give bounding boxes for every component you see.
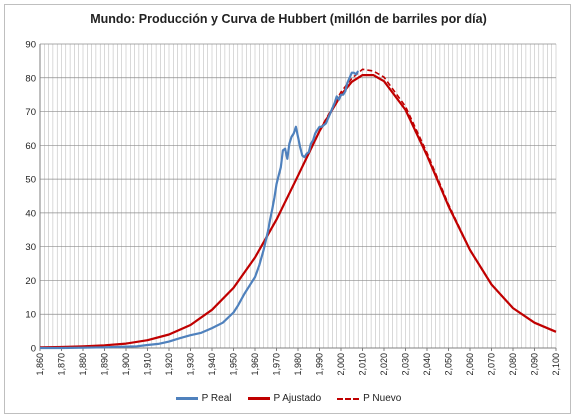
legend-swatch bbox=[337, 397, 360, 400]
x-tick-label: 2,030 bbox=[401, 353, 411, 376]
legend-label: P Real bbox=[201, 393, 232, 404]
x-tick-label: 2,070 bbox=[487, 353, 497, 376]
x-tick-label: 1,980 bbox=[293, 353, 303, 376]
x-tick-label: 2,010 bbox=[358, 353, 368, 376]
legend-swatch bbox=[175, 397, 198, 400]
y-tick-label: 20 bbox=[25, 276, 36, 287]
x-tick-label: 2,040 bbox=[422, 353, 432, 376]
x-tick-label: 1,900 bbox=[121, 353, 131, 376]
y-tick-label: 10 bbox=[25, 310, 36, 321]
y-tick-label: 50 bbox=[25, 175, 36, 186]
chart-title: Mundo: Producción y Curva de Hubbert (mi… bbox=[90, 12, 487, 26]
x-tick-label: 1,970 bbox=[272, 353, 282, 376]
x-tick-label: 1,960 bbox=[250, 353, 260, 376]
legend-item: P Real bbox=[175, 393, 232, 404]
x-tick-label: 1,870 bbox=[57, 353, 67, 376]
x-tick-label: 1,920 bbox=[164, 353, 174, 376]
x-tick-label: 1,880 bbox=[78, 353, 88, 376]
legend-item: P Nuevo bbox=[337, 393, 401, 404]
chart-frame: Mundo: Producción y Curva de Hubbert (mi… bbox=[4, 4, 571, 414]
x-tick-label: 1,910 bbox=[143, 353, 153, 376]
y-tick-label: 60 bbox=[25, 141, 36, 152]
x-tick-label: 2,090 bbox=[530, 353, 540, 376]
legend-label: P Nuevo bbox=[363, 393, 402, 404]
x-tick-label: 1,990 bbox=[315, 353, 325, 376]
x-tick-label: 1,890 bbox=[100, 353, 110, 376]
y-tick-label: 0 bbox=[31, 344, 36, 355]
legend-swatch bbox=[247, 397, 270, 400]
x-tick-label: 1,940 bbox=[207, 353, 217, 376]
x-tick-label: 1,950 bbox=[229, 353, 239, 376]
x-tick-label: 2,050 bbox=[444, 353, 454, 376]
y-tick-label: 80 bbox=[25, 73, 36, 84]
series-line-p-real bbox=[40, 70, 360, 350]
y-tick-label: 90 bbox=[25, 40, 36, 51]
x-tick-label: 1,860 bbox=[35, 353, 45, 376]
x-tick-label: 2,020 bbox=[379, 353, 389, 376]
legend: P Real P Ajustado P Nuevo bbox=[5, 393, 572, 404]
x-tick-label: 2,000 bbox=[336, 353, 346, 376]
legend-item: P Ajustado bbox=[247, 393, 322, 404]
plot-area: 0 10 20 30 40 50 60 70 80 90 1,860 1,870 1,880 1,890 1… bbox=[25, 40, 561, 376]
series-line-p-nuevo bbox=[318, 68, 493, 285]
x-tick-label: 2,100 bbox=[551, 353, 561, 376]
x-tick-label: 2,060 bbox=[465, 353, 475, 376]
y-tick-label: 30 bbox=[25, 242, 36, 253]
x-tick-label: 1,930 bbox=[186, 353, 196, 376]
legend-label: P Ajustado bbox=[273, 393, 322, 404]
x-tick-label: 2,080 bbox=[508, 353, 518, 376]
y-tick-label: 70 bbox=[25, 107, 36, 118]
y-tick-label: 40 bbox=[25, 208, 36, 219]
